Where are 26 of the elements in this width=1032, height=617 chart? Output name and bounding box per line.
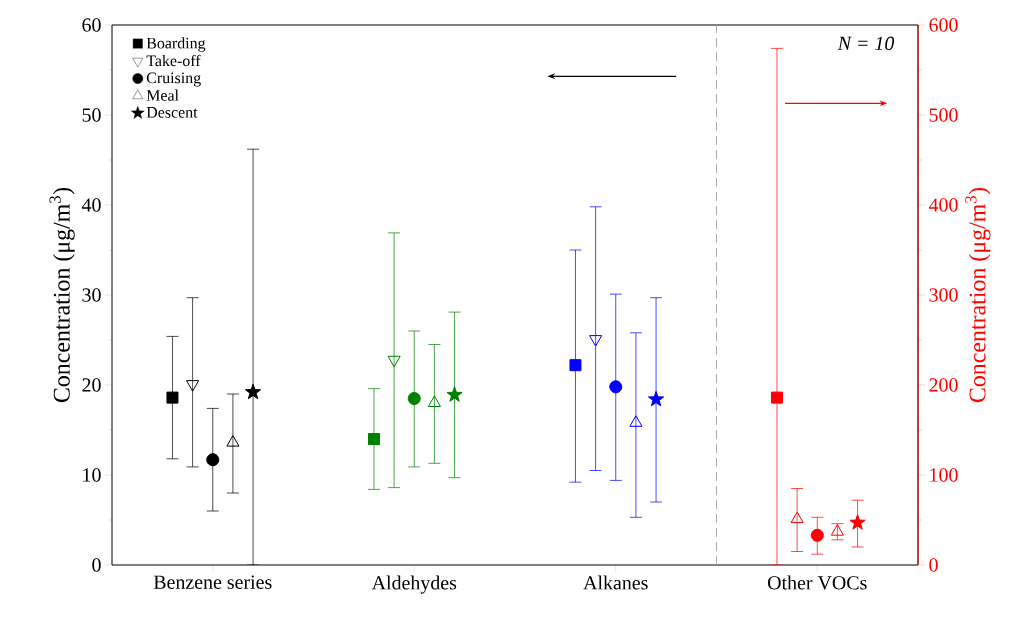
y2-axis-title: Concentration (μg/m$^{3}$): [965, 187, 991, 403]
y2-tick-label: 500: [929, 108, 958, 122]
legend-label: Cruising: [146, 72, 201, 87]
y2-tick-label: 600: [929, 18, 958, 32]
legend-label: Boarding: [146, 37, 206, 52]
annotation: N = 10: [837, 36, 895, 51]
y2-tick-label: 400: [928, 198, 958, 212]
y2-tick-label: 0: [929, 558, 938, 572]
y-tick-label: 0: [92, 558, 101, 572]
y-tick-label: 40: [81, 198, 101, 212]
legend-label: Take-off: [146, 54, 201, 67]
y-axis-title: Concentration (μg/m$^{3}$): [49, 187, 75, 403]
y2-tick-label: 300: [929, 288, 958, 302]
legend-label: Descent: [146, 107, 198, 118]
x-tick-label: Benzene series: [153, 575, 272, 589]
y-tick-label: 50: [82, 108, 101, 122]
x-tick-label: Aldehydes: [371, 575, 457, 594]
y-tick-label: 20: [82, 378, 101, 392]
x-tick-label: Alkanes: [583, 575, 648, 590]
legend-label: Meal: [146, 89, 179, 101]
y-tick-label: 30: [82, 288, 101, 302]
y-tick-label: 60: [82, 18, 101, 32]
y2-tick-label: 100: [930, 468, 958, 482]
x-tick-label: Other VOCs: [767, 575, 867, 590]
y-tick-label: 10: [83, 468, 101, 482]
y2-tick-label: 200: [929, 378, 958, 392]
